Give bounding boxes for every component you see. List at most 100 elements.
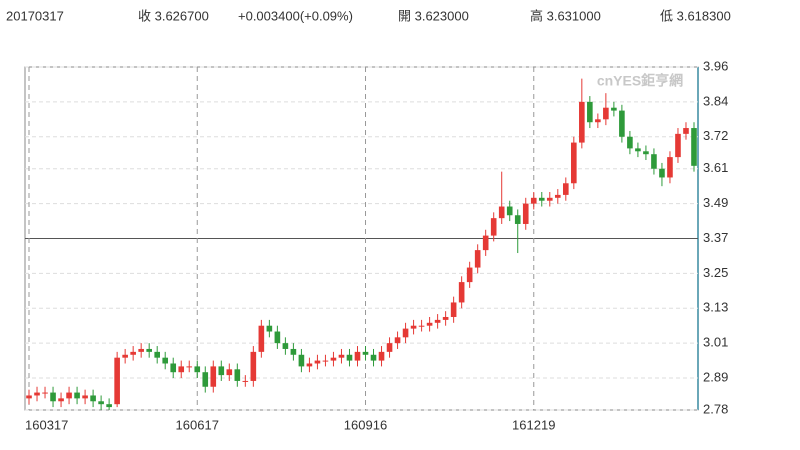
candle-body [619,110,625,137]
candle-body [290,348,297,355]
candle-body [562,183,569,195]
candle-body [603,107,609,120]
candle-body [571,142,577,184]
x-tick-label: 160317 [25,417,68,432]
candle-body [514,215,521,224]
candle-body [635,148,641,152]
candle-body [442,316,449,320]
candle-body [242,380,249,382]
candle-body [298,354,305,367]
y-tick-label: 2.89 [703,369,728,384]
candle-body [50,392,56,402]
candle-body [186,366,193,368]
candle-body [595,119,601,123]
candle-body [474,250,481,268]
candle-body [675,133,681,158]
candle-body [426,322,433,326]
candle-body [450,302,457,317]
header-item: 收 3.626700 [138,8,209,23]
candle-body [138,348,144,352]
candle-body [282,343,289,349]
header-item: 開 3.623000 [398,8,469,23]
candle-body [402,328,409,338]
candle-body [130,351,136,355]
candle-body [643,151,649,155]
x-tick-label: 160916 [344,417,387,432]
candle-body [154,351,161,358]
candle-body [683,128,689,134]
candle-body [26,395,32,399]
candle-body [34,392,40,396]
y-tick-label: 3.25 [703,265,728,280]
candle-body [146,348,152,352]
candle-body [554,194,561,198]
candle-body [498,206,505,219]
y-tick-label: 3.96 [703,58,728,73]
candle-body [579,101,585,143]
y-tick-label: 3.72 [703,128,728,143]
candle-body [178,366,185,373]
candle-body [354,351,361,361]
candle-body [58,398,64,402]
header-item: +0.003400(+0.09%) [238,8,353,23]
candle-body [546,197,553,201]
candle-body [226,369,233,376]
y-tick-label: 3.84 [703,93,728,108]
candle-body [530,197,537,204]
candle-body [330,357,337,361]
candle-body [362,351,369,355]
candle-body [218,366,225,376]
y-tick-label: 3.61 [703,160,728,175]
header-item: 低 3.618300 [660,8,731,23]
candle-body [74,392,80,399]
candle-body [466,267,473,283]
y-tick-label: 2.78 [703,401,728,416]
candle-body [587,101,593,123]
candle-body [418,325,425,327]
candle-body [611,107,617,111]
candle-body [627,136,633,149]
candle-body [170,363,177,373]
y-tick-label: 3.37 [703,230,728,245]
candle-body [274,331,281,344]
candle-body [234,369,241,381]
watermark: cnYES鉅亨網 [597,73,683,89]
candle-body [162,357,169,364]
candle-body [410,325,417,329]
candle-body [490,218,497,236]
candle-body [386,343,393,352]
candle-body [266,325,273,332]
y-tick-label: 3.01 [703,335,728,350]
y-tick-label: 3.49 [703,195,728,210]
candle-body [98,401,104,405]
candle-body [394,337,401,344]
candle-body [258,325,265,352]
candle-body [651,154,657,169]
candle-body [306,363,313,367]
candle-body [434,319,441,323]
candle-body [370,354,377,361]
candle-body [210,366,217,387]
candle-body [506,206,513,216]
candle-body [202,372,209,387]
candle-body [458,282,465,303]
y-tick-label: 3.13 [703,300,728,315]
candle-body [691,128,697,166]
candle-body [522,203,529,224]
x-tick-label: 161219 [512,417,555,432]
candle-body [114,357,120,405]
candle-body [482,235,489,251]
candle-body [122,354,128,358]
candle-body [667,157,673,178]
candle-body [42,392,48,394]
candle-body [314,360,321,364]
x-tick-label: 160617 [176,417,219,432]
candle-body [106,404,112,408]
candle-body [194,366,201,373]
candle-body [250,351,257,381]
candle-body [338,354,345,358]
header-item: 20170317 [6,8,64,23]
header-item: 高 3.631000 [530,8,601,23]
candle-body [66,392,72,399]
